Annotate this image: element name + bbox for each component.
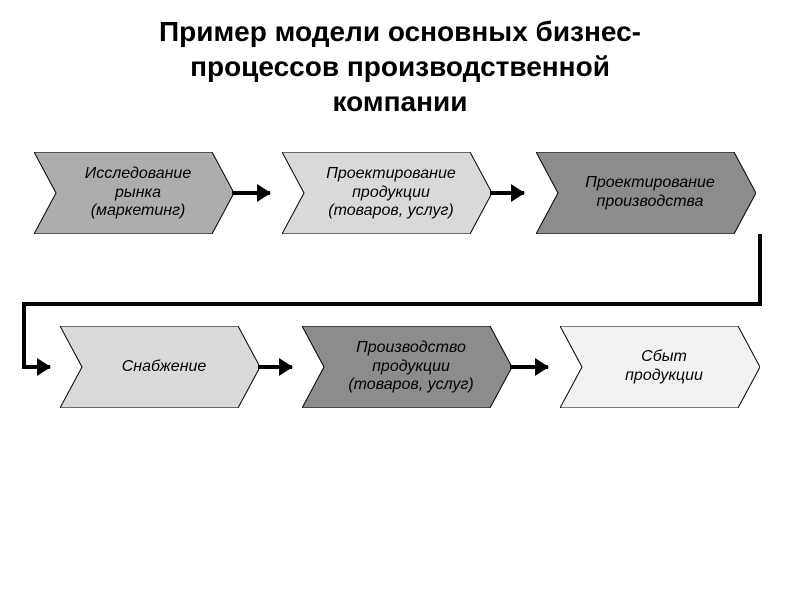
flow-node-n3: Проектированиепроизводства [536, 152, 756, 234]
flow-node-label-line: продукции [326, 184, 456, 203]
flow-arrow [22, 365, 50, 369]
flow-node-label-line: продукции [625, 367, 703, 386]
title-line-2: процессов производственной [40, 49, 760, 84]
flow-node-n5: Производствопродукции(товаров, услуг) [302, 326, 512, 408]
flow-connector [758, 234, 762, 306]
flow-node-label-line: Сбыт [625, 348, 703, 367]
flow-arrow [258, 365, 292, 369]
flowchart-canvas: Исследованиерынка(маркетинг) Проектирован… [0, 140, 800, 480]
flow-node-n2: Проектированиепродукции(товаров, услуг) [282, 152, 492, 234]
flow-node-n6: Сбытпродукции [560, 326, 760, 408]
flow-connector [22, 302, 26, 369]
flow-node-n1: Исследованиерынка(маркетинг) [34, 152, 234, 234]
flow-node-label-line: Проектирование [585, 174, 715, 193]
flow-node-n4: Снабжение [60, 326, 260, 408]
flow-arrow [510, 365, 548, 369]
flow-node-label-line: Исследование [85, 165, 191, 184]
flow-connector [22, 302, 762, 306]
flow-node-label-line: (товаров, услуг) [326, 202, 456, 221]
flow-node-label: Сбытпродукции [611, 348, 709, 386]
flow-node-label: Проектированиепродукции(товаров, услуг) [312, 165, 462, 222]
flow-node-label: Проектированиепроизводства [571, 174, 721, 212]
flow-node-label: Исследованиерынка(маркетинг) [71, 165, 197, 222]
flow-node-label-line: (маркетинг) [85, 202, 191, 221]
flow-node-label-line: продукции [348, 358, 473, 377]
title-line-1: Пример модели основных бизнес- [40, 14, 760, 49]
flow-node-label-line: Производство [348, 339, 473, 358]
flow-arrow [490, 191, 524, 195]
flow-node-label-line: Проектирование [326, 165, 456, 184]
flow-node-label-line: производства [585, 193, 715, 212]
flow-node-label-line: рынка [85, 184, 191, 203]
flow-arrow [232, 191, 270, 195]
title-line-3: компании [40, 84, 760, 119]
flow-node-label: Снабжение [108, 358, 213, 377]
flow-node-label-line: Снабжение [122, 358, 207, 377]
page-title: Пример модели основных бизнес- процессов… [0, 0, 800, 119]
flow-node-label-line: (товаров, услуг) [348, 376, 473, 395]
flow-node-label: Производствопродукции(товаров, услуг) [334, 339, 479, 396]
